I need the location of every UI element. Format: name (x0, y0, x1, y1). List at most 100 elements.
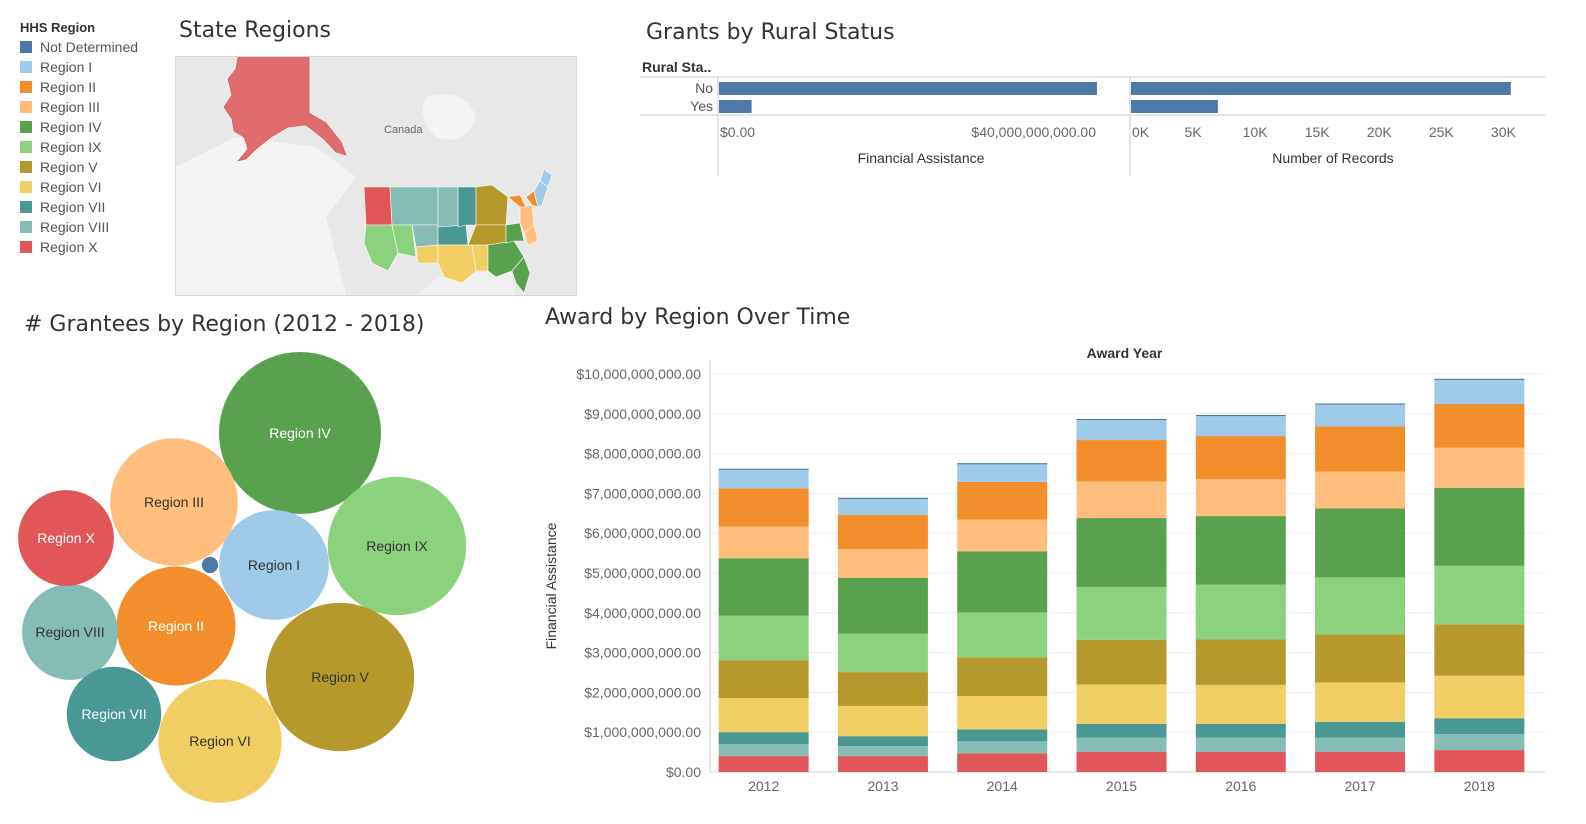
bubble-region-viii[interactable] (22, 584, 118, 680)
bubble-region-v[interactable] (265, 602, 415, 752)
award-bar-2014-region-iv[interactable] (957, 551, 1048, 613)
award-bar-2018-not-determined[interactable] (1434, 378, 1525, 380)
award-bar-2014-region-v[interactable] (957, 657, 1048, 696)
rural-bar-yes-financial-assistance[interactable] (719, 100, 752, 113)
award-bar-2016-region-iv[interactable] (1195, 516, 1286, 585)
award-bar-2013-not-determined[interactable] (837, 497, 928, 499)
award-bar-2014-region-i[interactable] (957, 464, 1048, 482)
award-bar-2015-region-x[interactable] (1076, 751, 1167, 772)
award-bar-2016-region-v[interactable] (1195, 639, 1286, 685)
award-bar-2012-region-ix[interactable] (718, 615, 809, 661)
award-bar-2016-region-vii[interactable] (1195, 723, 1286, 738)
award-bar-2013-region-ix[interactable] (837, 633, 928, 673)
award-bar-2013-region-x[interactable] (837, 756, 928, 772)
award-bar-2018-region-ii[interactable] (1434, 403, 1525, 448)
legend-item-not-determined[interactable]: Not Determined (20, 37, 170, 57)
award-bar-2017-region-iii[interactable] (1315, 471, 1406, 509)
award-bar-2016-region-ix[interactable] (1195, 584, 1286, 640)
award-bar-2012-region-vi[interactable] (718, 697, 809, 733)
award-bar-2018-region-x[interactable] (1434, 750, 1525, 772)
award-bar-2015-not-determined[interactable] (1076, 418, 1167, 421)
bubble-region-i[interactable] (219, 510, 329, 620)
award-bar-2017-region-iv[interactable] (1315, 508, 1406, 578)
award-bar-2015-region-viii[interactable] (1076, 737, 1167, 752)
rural-bar-yes-number-of-records[interactable] (1131, 100, 1218, 113)
award-bar-2015-region-ix[interactable] (1076, 586, 1167, 640)
rural-bar-no-financial-assistance[interactable] (719, 82, 1097, 95)
legend-item-region-viii[interactable]: Region VIII (20, 217, 170, 237)
award-bar-2016-region-i[interactable] (1195, 416, 1286, 437)
bubble-not-determined[interactable] (201, 556, 219, 574)
legend-item-region-vii[interactable]: Region VII (20, 197, 170, 217)
award-bar-2012-region-x[interactable] (718, 756, 809, 772)
award-bar-2013-region-v[interactable] (837, 672, 928, 706)
award-bar-2017-not-determined[interactable] (1315, 403, 1406, 405)
legend-item-region-x[interactable]: Region X (20, 237, 170, 257)
award-bar-2017-region-v[interactable] (1315, 634, 1406, 683)
legend-item-region-iii[interactable]: Region III (20, 97, 170, 117)
award-bar-2017-region-i[interactable] (1315, 404, 1406, 427)
legend-item-region-ii[interactable]: Region II (20, 77, 170, 97)
bubble-region-ix[interactable] (327, 476, 467, 616)
award-bar-2014-region-ii[interactable] (957, 481, 1048, 520)
award-bar-2018-region-viii[interactable] (1434, 734, 1525, 751)
award-bar-2017-region-ix[interactable] (1315, 577, 1406, 635)
award-bar-2016-region-ii[interactable] (1195, 436, 1286, 480)
bubble-region-vi[interactable] (158, 679, 282, 803)
award-bar-2014-region-vi[interactable] (957, 695, 1048, 730)
award-bar-2016-region-vi[interactable] (1195, 684, 1286, 724)
award-bar-2013-region-iv[interactable] (837, 577, 928, 634)
legend-item-region-vi[interactable]: Region VI (20, 177, 170, 197)
award-bar-2016-region-x[interactable] (1195, 751, 1286, 772)
award-bar-2012-region-viii[interactable] (718, 744, 809, 757)
award-bar-2018-region-i[interactable] (1434, 379, 1525, 404)
award-bar-2013-region-i[interactable] (837, 498, 928, 515)
rural-bar-no-number-of-records[interactable] (1131, 82, 1511, 95)
award-bar-2018-region-ix[interactable] (1434, 565, 1525, 625)
award-bar-2018-region-vi[interactable] (1434, 675, 1525, 719)
award-bar-2014-region-viii[interactable] (957, 741, 1048, 754)
award-bar-2017-region-vii[interactable] (1315, 721, 1406, 738)
award-bar-2015-region-v[interactable] (1076, 639, 1167, 685)
award-bar-2013-region-iii[interactable] (837, 549, 928, 578)
award-bar-2014-region-ix[interactable] (957, 612, 1048, 658)
award-bar-2017-region-x[interactable] (1315, 751, 1406, 772)
award-bar-2015-region-iii[interactable] (1076, 481, 1167, 519)
state-regions-map[interactable]: Canada (175, 56, 577, 296)
award-bar-2014-region-x[interactable] (957, 753, 1048, 772)
award-bar-2017-region-viii[interactable] (1315, 737, 1406, 752)
legend-item-region-v[interactable]: Region V (20, 157, 170, 177)
award-bar-2016-region-iii[interactable] (1195, 479, 1286, 517)
award-bar-2016-region-viii[interactable] (1195, 737, 1286, 752)
award-bar-2016-not-determined[interactable] (1195, 414, 1286, 417)
award-bar-2014-region-vii[interactable] (957, 729, 1048, 742)
bubble-region-ii[interactable] (116, 566, 236, 686)
award-bar-2012-region-vii[interactable] (718, 732, 809, 745)
award-bar-2015-region-i[interactable] (1076, 420, 1167, 441)
award-bar-2014-region-iii[interactable] (957, 519, 1048, 552)
legend-item-region-ix[interactable]: Region IX (20, 137, 170, 157)
award-bar-2017-region-ii[interactable] (1315, 426, 1406, 472)
award-bar-2012-not-determined[interactable] (718, 468, 809, 470)
award-bar-2012-region-ii[interactable] (718, 488, 809, 527)
award-bar-2015-region-ii[interactable] (1076, 440, 1167, 482)
legend-item-region-i[interactable]: Region I (20, 57, 170, 77)
award-bar-2015-region-vi[interactable] (1076, 684, 1167, 724)
award-bar-2014-not-determined[interactable] (957, 463, 1048, 465)
legend-item-region-iv[interactable]: Region IV (20, 117, 170, 137)
award-bar-2013-region-vii[interactable] (837, 736, 928, 747)
award-bar-2012-region-iv[interactable] (718, 558, 809, 616)
award-bar-2015-region-vii[interactable] (1076, 723, 1167, 738)
award-bar-2018-region-v[interactable] (1434, 624, 1525, 676)
award-bar-2013-region-viii[interactable] (837, 746, 928, 757)
award-bar-2015-region-iv[interactable] (1076, 518, 1167, 587)
award-bar-2012-region-iii[interactable] (718, 526, 809, 559)
award-bar-2017-region-vi[interactable] (1315, 682, 1406, 722)
bubble-region-x[interactable] (18, 490, 114, 586)
award-bar-2013-region-vi[interactable] (837, 705, 928, 737)
award-bar-2012-region-v[interactable] (718, 660, 809, 698)
award-bar-2013-region-ii[interactable] (837, 514, 928, 550)
award-bar-2018-region-iv[interactable] (1434, 487, 1525, 566)
award-bar-2018-region-vii[interactable] (1434, 718, 1525, 735)
bubble-region-iv[interactable] (219, 352, 381, 514)
